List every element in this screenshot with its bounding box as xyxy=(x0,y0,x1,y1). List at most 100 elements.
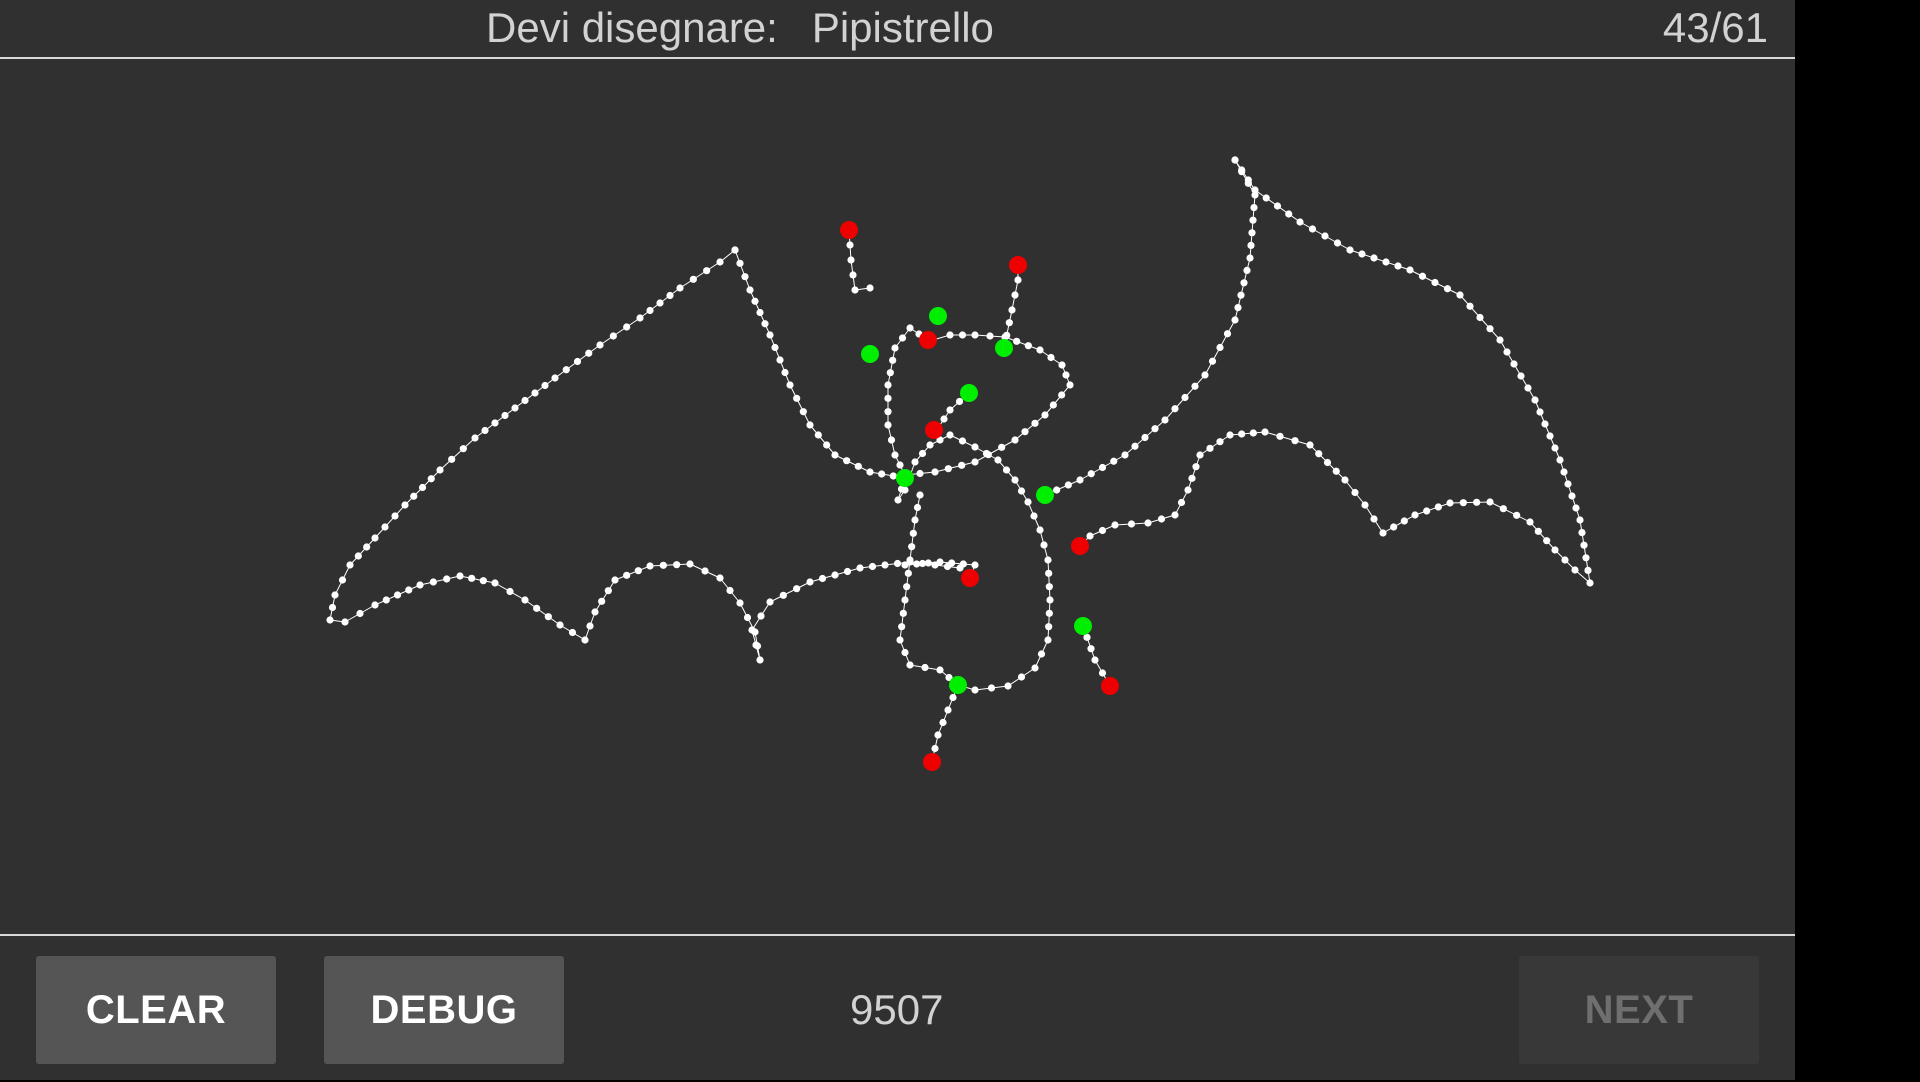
stroke-point xyxy=(418,483,427,492)
stroke-point xyxy=(971,561,979,569)
stroke-end-marker xyxy=(1101,677,1119,695)
stroke-point xyxy=(1531,396,1539,404)
stroke-point xyxy=(806,578,814,586)
stroke-point xyxy=(1296,218,1304,226)
stroke-point xyxy=(326,616,334,624)
stroke-point xyxy=(562,366,570,374)
stroke-point xyxy=(1247,241,1255,249)
stroke-point xyxy=(1066,381,1074,389)
stroke-point xyxy=(1308,225,1317,233)
stroke-point xyxy=(1181,393,1189,402)
stroke-point xyxy=(1184,486,1192,494)
stroke-point xyxy=(1008,306,1016,314)
stroke-point xyxy=(756,308,764,317)
stroke-point xyxy=(1024,342,1032,350)
stroke-line xyxy=(734,249,906,479)
stroke-point xyxy=(998,443,1006,451)
stroke-line xyxy=(1044,159,1256,496)
stroke-point xyxy=(636,314,644,322)
stroke-point xyxy=(1546,432,1554,440)
progress-counter: 43/61 xyxy=(1662,4,1768,51)
stroke-point xyxy=(506,587,514,596)
stroke-point xyxy=(1161,416,1169,424)
stroke-point xyxy=(1144,519,1152,527)
stroke-point xyxy=(931,744,939,753)
stroke-point xyxy=(958,437,967,445)
stroke-point xyxy=(878,470,886,478)
stroke-point xyxy=(1191,382,1199,390)
stroke-point xyxy=(781,368,789,377)
stroke-point xyxy=(1466,302,1474,310)
stroke-point xyxy=(1017,487,1026,495)
stroke-point xyxy=(1586,579,1594,587)
stroke-point xyxy=(1177,498,1186,507)
stroke-point xyxy=(971,443,979,451)
stroke-point xyxy=(771,343,779,352)
stroke-point xyxy=(786,381,794,389)
stroke-point xyxy=(1406,266,1414,274)
stroke-point xyxy=(716,258,724,266)
stroke-point xyxy=(945,673,953,682)
stroke-point xyxy=(634,567,642,575)
stroke-point xyxy=(448,455,456,463)
stroke-point xyxy=(936,666,944,674)
stroke-point xyxy=(736,599,744,607)
stroke-point xyxy=(761,320,769,328)
stroke-point xyxy=(1044,556,1052,564)
stroke-point xyxy=(609,332,617,340)
stroke-point xyxy=(1306,441,1314,449)
stroke-point xyxy=(1002,466,1011,474)
stroke-start-marker xyxy=(949,676,967,694)
stroke-point xyxy=(1564,480,1572,488)
stroke-point xyxy=(849,271,857,279)
stroke-point xyxy=(911,516,919,524)
stroke-point xyxy=(886,369,894,377)
stroke-point xyxy=(1243,266,1251,274)
stroke-point xyxy=(884,421,892,429)
stroke-point xyxy=(1208,357,1217,365)
next-button[interactable]: NEXT xyxy=(1519,956,1759,1064)
stroke-point xyxy=(1262,194,1270,202)
stroke-point xyxy=(623,571,631,579)
stroke-point xyxy=(1053,486,1061,494)
stroke-point xyxy=(1551,546,1559,554)
stroke-point xyxy=(884,394,892,402)
stroke-point xyxy=(1379,529,1387,537)
stroke-point xyxy=(1351,488,1359,497)
stroke-point xyxy=(1226,431,1234,439)
clear-button[interactable]: CLEAR xyxy=(36,956,276,1064)
drawing-canvas[interactable] xyxy=(0,59,1795,934)
debug-button[interactable]: DEBUG xyxy=(324,956,564,1064)
stroke-point xyxy=(1238,168,1246,176)
stroke-point xyxy=(623,323,631,331)
strokes-layer xyxy=(326,156,1594,771)
stroke-point xyxy=(940,415,948,423)
stroke-point xyxy=(899,609,907,617)
stroke-point xyxy=(338,576,347,584)
stroke-point xyxy=(533,604,541,612)
stroke-point xyxy=(1192,463,1200,471)
stroke-point xyxy=(393,591,402,599)
stroke-point xyxy=(831,451,839,459)
stroke-point xyxy=(1560,468,1568,476)
stroke-point xyxy=(955,397,964,406)
stroke-point xyxy=(363,543,371,551)
stroke-point xyxy=(666,291,674,300)
stroke-point xyxy=(1446,499,1454,507)
stroke-point xyxy=(1291,437,1299,445)
stroke-point xyxy=(1234,304,1242,312)
stroke-point xyxy=(646,306,654,315)
stroke-point xyxy=(906,661,914,669)
stroke-end-marker xyxy=(919,331,937,349)
stroke-point xyxy=(531,389,539,397)
stroke-point xyxy=(748,626,756,634)
stroke-point xyxy=(443,575,451,583)
stroke-point xyxy=(1049,401,1057,409)
stroke-point xyxy=(1040,541,1048,549)
stroke-point xyxy=(1486,325,1494,333)
stroke-point xyxy=(371,534,379,542)
stroke-point xyxy=(916,469,924,478)
stroke-point xyxy=(1045,583,1053,591)
stroke-point xyxy=(1276,432,1284,440)
stroke-point xyxy=(511,404,519,412)
